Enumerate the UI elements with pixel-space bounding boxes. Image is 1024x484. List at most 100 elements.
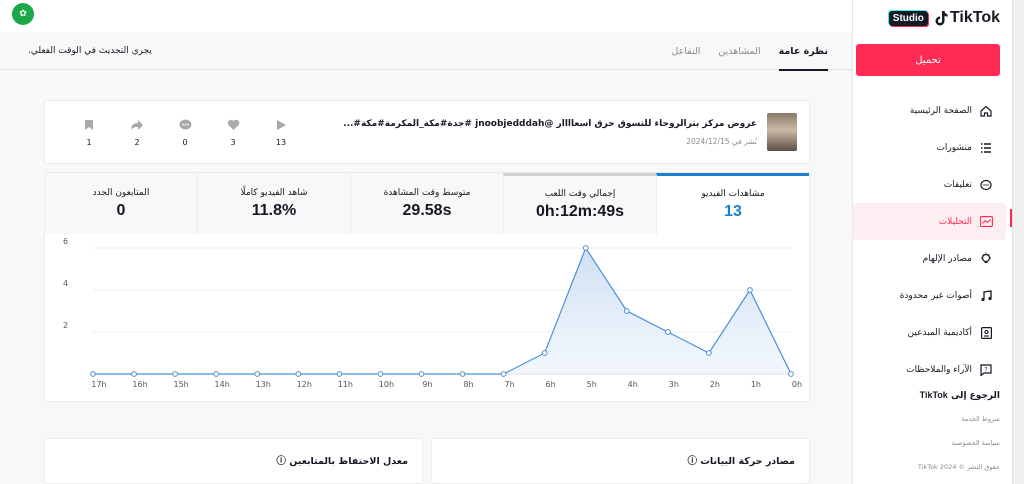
data-point — [418, 371, 425, 377]
upload-button[interactable]: تحميل — [856, 44, 1000, 76]
data-point — [705, 350, 712, 356]
share-icon — [130, 118, 144, 132]
academy-icon — [978, 325, 994, 341]
x-tick-label: 12h — [297, 380, 312, 389]
metric-total-play-time[interactable]: إجمالي وقت اللعب 0h:12m:49s — [503, 173, 656, 234]
comment-icon — [978, 177, 994, 193]
x-tick-label: 1h — [751, 380, 761, 389]
sidebar-item-sounds[interactable]: أصوات غير محدودة — [853, 277, 1006, 314]
stat-bookmarks: 1 — [65, 118, 113, 147]
heart-icon — [227, 118, 240, 132]
sidebar-item-home[interactable]: الصفحة الرئيسية — [853, 92, 1006, 129]
tab-engagement[interactable]: التفاعل — [671, 45, 701, 57]
data-point — [213, 371, 220, 377]
stat-value: 0 — [182, 138, 188, 147]
back-link-label: الرجوع إلى — [950, 391, 1000, 401]
metric-label: متوسط وقت المشاهدة — [383, 187, 471, 198]
data-point — [788, 371, 794, 377]
bookmark-icon — [84, 118, 94, 132]
data-point — [541, 350, 548, 356]
x-tick-label: 6h — [546, 380, 556, 389]
data-point — [664, 329, 671, 335]
views-chart: 2 4 6 17h 16h 15h 14h 13h 12h 11h 10h 9h 8h 7h 6h 5h 4h 3… — [44, 234, 810, 402]
data-point — [459, 371, 466, 377]
metric-video-views[interactable]: مشاهدات الفيديو 13 — [656, 173, 809, 234]
tab-overview[interactable]: نظرة عامة — [778, 32, 829, 71]
brand-logo[interactable]: Studio TikTok — [853, 0, 1012, 30]
tiktok-logo: TikTok — [934, 9, 1000, 27]
sidebar-item-label: الآراء والملاحظات — [906, 364, 972, 375]
sidebar-item-label: الصفحة الرئيسية — [909, 105, 972, 116]
stat-shares: 2 — [113, 118, 161, 147]
footer-links: شروط الخدمة سياسة الخصوصية حقوق النشر © … — [853, 401, 1012, 471]
x-tick-label: 4h — [628, 380, 638, 389]
realtime-note: يجري التحديث في الوقت الفعلي. — [28, 46, 152, 56]
tab-viewers[interactable]: المشاهدين — [718, 45, 761, 57]
video-thumbnail[interactable] — [767, 113, 797, 151]
data-point — [747, 287, 753, 293]
traffic-sources-title: مصادر حركة البيانات ⓘ — [687, 456, 795, 467]
y-tick-label: 4 — [63, 279, 68, 288]
x-tick-label: 2h — [710, 380, 720, 389]
stat-likes: 3 — [209, 118, 257, 147]
studio-badge: Studio — [888, 10, 928, 26]
data-point — [377, 371, 384, 377]
copyright-text: حقوق النشر © 2024 TikTok — [917, 463, 1000, 471]
sidebar-item-label: أصوات غير محدودة — [899, 290, 972, 301]
sidebar-item-inspiration[interactable]: مصادر الإلهام — [853, 240, 1006, 277]
tiktok-wordmark: TikTok — [949, 9, 1000, 26]
metric-value: 0 — [116, 201, 126, 219]
stat-views: 13 — [257, 118, 305, 147]
back-to-tiktok-link[interactable]: الرجوع إلى TikTok — [853, 390, 1012, 401]
sidebar-item-label: تعليقات — [943, 179, 972, 190]
play-icon — [276, 118, 287, 132]
avatar[interactable]: ✿ — [12, 3, 34, 25]
page-scrollbar[interactable] — [1012, 0, 1024, 484]
terms-link[interactable]: شروط الخدمة — [961, 415, 1000, 423]
metric-watched-full[interactable]: شاهد الفيديو كاملًا 11.8% — [197, 173, 350, 234]
video-title: عروض مركز بترالروحاء للتسوق حرق أسعاااار… — [343, 119, 757, 129]
sidebar-item-label: التحليلات — [938, 216, 972, 227]
data-point — [172, 371, 179, 377]
data-point — [623, 308, 630, 314]
data-point — [90, 371, 96, 377]
metric-value: 0h:12m:49s — [535, 203, 625, 220]
x-tick-label: 15h — [173, 380, 188, 389]
x-tick-label: 9h — [422, 380, 432, 389]
series-line — [93, 246, 792, 375]
stat-value: 3 — [230, 138, 236, 147]
sidebar-item-label: أكاديمية المبدعين — [907, 327, 972, 338]
stat-value: 2 — [134, 138, 140, 147]
metric-label: شاهد الفيديو كاملًا — [240, 187, 308, 198]
metric-avg-watch-time[interactable]: متوسط وقت المشاهدة 29.58s — [350, 173, 503, 234]
sidebar-item-posts[interactable]: منشورات — [853, 129, 1006, 166]
data-point — [254, 371, 261, 377]
metric-new-followers[interactable]: المتابعون الجدد 0 — [45, 173, 197, 234]
stat-value: 13 — [275, 138, 287, 147]
sidebar-item-academy[interactable]: أكاديمية المبدعين — [853, 314, 1006, 351]
video-stats: 1 2 0 3 13 — [65, 118, 305, 147]
comment-icon — [179, 118, 192, 132]
list-icon — [978, 140, 994, 156]
sidebar-item-label: منشورات — [936, 142, 972, 153]
metric-label: مشاهدات الفيديو — [701, 189, 765, 199]
privacy-link[interactable]: سياسة الخصوصية — [951, 439, 1000, 447]
x-tick-label: 8h — [463, 380, 473, 389]
sidebar-item-analytics[interactable]: التحليلات — [853, 203, 1012, 240]
x-tick-label: 5h — [587, 380, 597, 389]
x-tick-label: 10h — [379, 380, 394, 389]
y-tick-label: 6 — [63, 237, 68, 246]
follower-retention-card: معدل الاحتفاظ بالمتابعين ⓘ — [44, 438, 423, 484]
top-bar: ✿ — [0, 0, 852, 32]
home-icon — [978, 103, 994, 119]
feedback-icon: ? — [978, 362, 994, 378]
sidebar-item-comments[interactable]: تعليقات — [853, 166, 1006, 203]
sidebar-item-feedback[interactable]: ? الآراء والملاحظات — [853, 351, 1006, 388]
metric-value: 11.8% — [251, 201, 297, 219]
x-tick-label: 7h — [505, 380, 515, 389]
data-point — [295, 371, 302, 377]
analytics-content: عروض مركز بترالروحاء للتسوق حرق أسعاااار… — [44, 100, 810, 402]
y-tick-label: 2 — [63, 321, 68, 330]
metric-label: المتابعون الجدد — [92, 187, 150, 198]
metric-label: إجمالي وقت اللعب — [544, 189, 616, 199]
